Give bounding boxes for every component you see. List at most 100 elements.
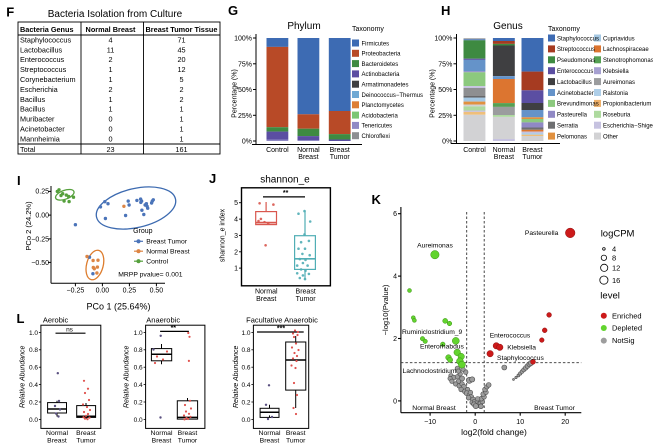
- svg-text:Normal: Normal: [297, 147, 320, 154]
- svg-text:Lactobacillus: Lactobacillus: [557, 80, 592, 86]
- svg-text:2: 2: [108, 55, 112, 64]
- svg-text:0: 0: [108, 134, 112, 143]
- svg-text:1: 1: [108, 75, 112, 84]
- svg-text:0%: 0%: [242, 139, 252, 146]
- svg-text:shannon_e index: shannon_e index: [220, 208, 227, 262]
- svg-text:Lachnospiraceae: Lachnospiraceae: [603, 47, 649, 53]
- svg-text:2: 2: [108, 85, 112, 94]
- svg-text:Proteobacteria: Proteobacteria: [362, 52, 402, 58]
- svg-text:Armatimonadetes: Armatimonadetes: [362, 83, 409, 89]
- svg-text:20: 20: [177, 55, 185, 64]
- svg-text:0.50: 0.50: [150, 288, 164, 295]
- svg-text:Percentage (%): Percentage (%): [232, 69, 239, 118]
- svg-text:Ruminiclostridium_9: Ruminiclostridium_9: [402, 329, 462, 336]
- svg-text:Aureimonas: Aureimonas: [417, 242, 453, 249]
- svg-text:2: 2: [179, 95, 183, 104]
- svg-text:PCo 1 (25.64%): PCo 1 (25.64%): [86, 302, 150, 312]
- svg-text:Bacteria Isolation from Cultur: Bacteria Isolation from Culture: [48, 9, 183, 20]
- svg-text:23: 23: [106, 145, 114, 154]
- svg-text:Tumor: Tumor: [522, 154, 543, 161]
- svg-text:G: G: [228, 3, 238, 18]
- svg-text:0: 0: [473, 419, 477, 426]
- svg-text:Firmicutes: Firmicutes: [362, 41, 390, 47]
- svg-text:Normal Breast: Normal Breast: [412, 405, 456, 412]
- svg-text:1: 1: [234, 266, 238, 273]
- svg-text:Tumor: Tumor: [296, 296, 317, 303]
- svg-text:71: 71: [177, 35, 185, 44]
- svg-text:Tumor: Tumor: [76, 438, 96, 444]
- svg-text:0.2: 0.2: [241, 399, 250, 406]
- svg-text:8: 8: [612, 253, 616, 262]
- svg-text:5: 5: [179, 75, 183, 84]
- svg-text:0.8: 0.8: [29, 347, 38, 354]
- svg-text:100%: 100%: [234, 36, 252, 43]
- svg-text:H: H: [441, 3, 450, 18]
- svg-text:1: 1: [108, 95, 112, 104]
- svg-text:Bacteria Genus: Bacteria Genus: [20, 25, 74, 34]
- svg-text:Facultative Anaerobic: Facultative Anaerobic: [246, 316, 318, 325]
- svg-text:Control: Control: [146, 259, 168, 266]
- svg-text:−log10(Pvalue): −log10(Pvalue): [381, 284, 390, 335]
- svg-text:Breast: Breast: [47, 438, 67, 444]
- svg-text:Normal Breast: Normal Breast: [86, 25, 136, 34]
- svg-text:−0.50: −0.50: [31, 260, 49, 267]
- svg-text:Pasteurella: Pasteurella: [525, 230, 559, 237]
- svg-text:50%: 50%: [238, 87, 252, 94]
- svg-text:Enterococcus: Enterococcus: [490, 332, 531, 339]
- svg-text:10: 10: [516, 419, 524, 426]
- svg-text:***: ***: [277, 325, 285, 332]
- svg-text:Group: Group: [133, 228, 153, 235]
- svg-text:Deinococcus−Thermus: Deinococcus−Thermus: [362, 93, 424, 99]
- svg-text:ns: ns: [66, 327, 74, 334]
- svg-text:20: 20: [561, 419, 569, 426]
- svg-text:Aureimonas: Aureimonas: [603, 80, 635, 86]
- svg-text:Muribacter: Muribacter: [20, 115, 55, 124]
- svg-text:5: 5: [234, 200, 238, 207]
- svg-text:Enterococcus: Enterococcus: [20, 55, 65, 64]
- svg-text:−0.25: −0.25: [31, 236, 49, 243]
- svg-text:Breast: Breast: [178, 430, 198, 437]
- svg-text:Normal Breast: Normal Breast: [146, 249, 190, 256]
- svg-text:16: 16: [612, 276, 620, 285]
- svg-text:Klebsiella: Klebsiella: [507, 344, 536, 351]
- svg-text:NotSig: NotSig: [612, 336, 635, 345]
- svg-text:F: F: [6, 5, 14, 20]
- svg-text:0.6: 0.6: [241, 365, 250, 372]
- svg-text:Taxonomy: Taxonomy: [548, 26, 580, 33]
- svg-text:Chloroflexi: Chloroflexi: [362, 134, 390, 140]
- svg-text:Bacillus: Bacillus: [20, 105, 45, 114]
- svg-text:Breast Tumor: Breast Tumor: [146, 239, 188, 246]
- svg-text:Relative Abundance: Relative Abundance: [124, 346, 131, 409]
- svg-text:0.0: 0.0: [134, 417, 143, 424]
- svg-text:Lactobacillus: Lactobacillus: [20, 45, 63, 54]
- svg-text:**: **: [171, 325, 177, 332]
- svg-text:Breast: Breast: [286, 430, 306, 437]
- svg-text:Control: Control: [266, 147, 289, 154]
- svg-text:2: 2: [179, 85, 183, 94]
- svg-text:Taxonomy: Taxonomy: [352, 26, 384, 33]
- svg-text:Breast Tumor: Breast Tumor: [534, 405, 576, 412]
- svg-text:Serratia: Serratia: [557, 124, 579, 130]
- svg-text:0.4: 0.4: [134, 382, 143, 389]
- svg-text:6: 6: [393, 211, 397, 218]
- svg-text:0.8: 0.8: [134, 347, 143, 354]
- svg-text:0: 0: [393, 398, 397, 405]
- svg-text:0.0: 0.0: [241, 417, 250, 424]
- svg-text:Cupriavidus: Cupriavidus: [603, 36, 635, 42]
- svg-text:45: 45: [177, 45, 185, 54]
- svg-text:log2(fold change): log2(fold change): [461, 427, 527, 437]
- svg-text:Normal: Normal: [255, 289, 278, 296]
- svg-text:0.00: 0.00: [35, 213, 49, 220]
- svg-text:Relative Abundance: Relative Abundance: [20, 346, 27, 409]
- svg-text:Streptococcus: Streptococcus: [557, 47, 595, 53]
- svg-text:Aerobic: Aerobic: [43, 316, 69, 325]
- svg-text:1: 1: [179, 125, 183, 134]
- svg-text:Enriched: Enriched: [612, 311, 642, 320]
- svg-text:I: I: [17, 173, 21, 188]
- svg-text:Pasteurella: Pasteurella: [557, 113, 588, 119]
- svg-text:level: level: [600, 291, 620, 302]
- svg-text:Mannheimia: Mannheimia: [20, 134, 61, 143]
- svg-text:−10: −10: [424, 419, 436, 426]
- svg-text:Anaerobic: Anaerobic: [146, 316, 180, 325]
- svg-text:J: J: [209, 171, 216, 186]
